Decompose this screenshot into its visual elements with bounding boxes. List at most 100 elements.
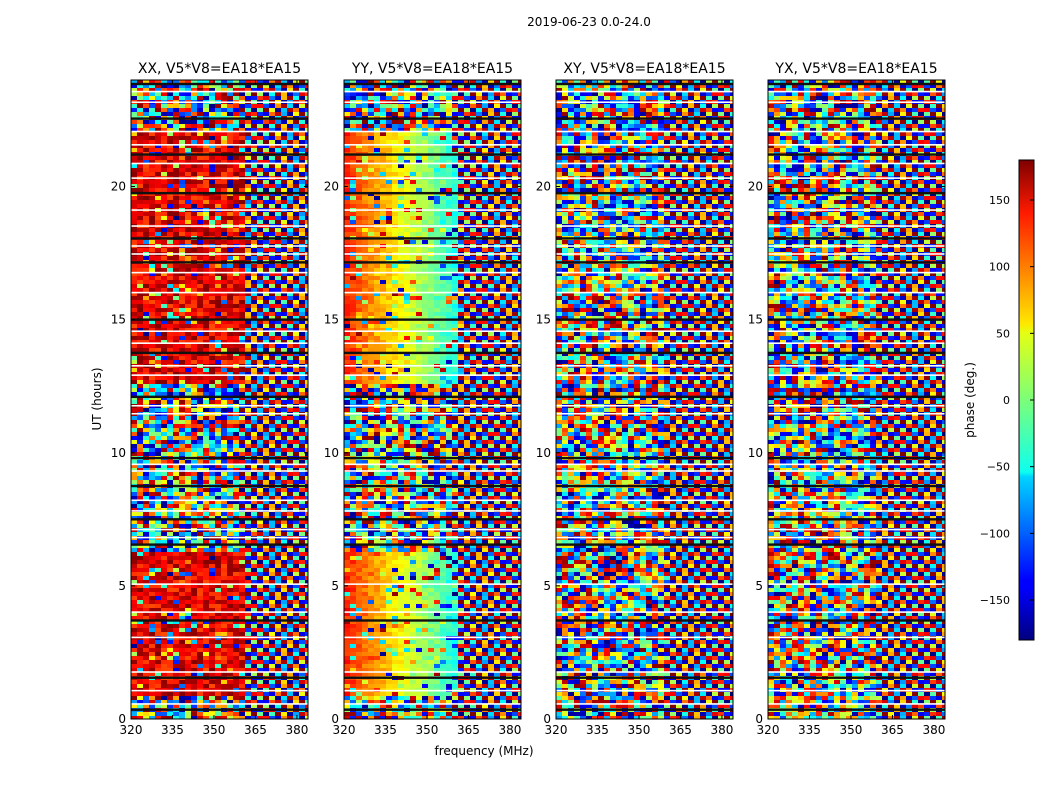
heatmap-cell — [275, 220, 281, 224]
heatmap-cell — [137, 248, 143, 252]
heatmap-cell — [209, 312, 215, 316]
heatmap-cell — [245, 124, 251, 128]
heatmap-cell — [221, 108, 227, 112]
heatmap-cell — [173, 448, 179, 452]
heatmap-cell — [281, 80, 287, 84]
heatmap-cell — [293, 104, 299, 108]
heatmap-cell — [197, 624, 203, 628]
heatmap-cell — [305, 556, 308, 560]
heatmap-cell — [155, 104, 161, 108]
heatmap-cell — [155, 228, 161, 232]
heatmap-cell — [155, 648, 161, 652]
heatmap-cell — [305, 632, 308, 636]
heatmap-cell — [143, 124, 149, 128]
heatmap-cell — [239, 436, 245, 440]
heatmap-cell — [221, 96, 227, 100]
heatmap-cell — [287, 492, 293, 496]
heatmap-cell — [305, 656, 308, 660]
heatmap-cell — [173, 308, 179, 312]
heatmap-cell — [257, 548, 263, 552]
heatmap-cell — [221, 88, 227, 92]
heatmap-cell — [173, 488, 179, 492]
heatmap-cell — [221, 304, 227, 308]
heatmap-cell — [299, 400, 305, 404]
heatmap-cell — [287, 444, 293, 448]
heatmap-cell — [155, 92, 161, 96]
heatmap-cell — [221, 276, 227, 280]
heatmap-cell — [293, 84, 299, 88]
heatmap-cell — [197, 132, 203, 136]
heatmap-cell — [293, 276, 299, 280]
heatmap-cell — [221, 476, 227, 480]
heatmap-cell — [227, 336, 233, 340]
heatmap-cell — [149, 640, 155, 644]
heatmap-cell — [203, 692, 209, 696]
heatmap-cell — [245, 280, 251, 284]
heatmap-cell — [299, 672, 305, 676]
heatmap-cell — [257, 120, 263, 124]
heatmap-cell — [161, 388, 167, 392]
heatmap-cell — [221, 524, 227, 528]
flagged-row — [131, 90, 308, 93]
heatmap-cell — [149, 672, 155, 676]
heatmap-cell — [281, 296, 287, 300]
heatmap-cell — [167, 620, 173, 624]
heatmap-cell — [191, 288, 197, 292]
heatmap-cell — [143, 512, 149, 516]
heatmap-cell — [239, 368, 245, 372]
heatmap-cell — [131, 392, 137, 396]
heatmap-cell — [215, 232, 221, 236]
heatmap-cell — [245, 608, 251, 612]
heatmap-cell — [299, 628, 305, 632]
heatmap-cell — [149, 524, 155, 528]
heatmap-cell — [131, 360, 137, 364]
heatmap-cell — [281, 516, 287, 520]
heatmap-cell — [257, 372, 263, 376]
heatmap-cell — [203, 264, 209, 268]
heatmap-cell — [203, 632, 209, 636]
heatmap-cell — [173, 468, 179, 472]
heatmap-cell — [137, 132, 143, 136]
heatmap-cell — [155, 440, 161, 444]
heatmap-cell — [161, 188, 167, 192]
heatmap-cell — [137, 272, 143, 276]
heatmap-cell — [143, 640, 149, 644]
heatmap-cell — [173, 684, 179, 688]
heatmap-cell — [185, 612, 191, 616]
heatmap-cell — [149, 660, 155, 664]
x-tick-label: 365 — [244, 723, 267, 737]
heatmap-cell — [203, 96, 209, 100]
heatmap-cell — [149, 384, 155, 388]
heatmap-cell — [281, 664, 287, 668]
heatmap-cell — [239, 644, 245, 648]
heatmap-cell — [131, 560, 137, 564]
heatmap-cell — [269, 376, 275, 380]
heatmap-cell — [149, 564, 155, 568]
heatmap-cell — [227, 544, 233, 548]
heatmap-cell — [257, 632, 263, 636]
heatmap-cell — [275, 616, 281, 620]
heatmap-cell — [191, 320, 197, 324]
heatmap-cell — [191, 104, 197, 108]
heatmap-cell — [251, 304, 257, 308]
heatmap-cell — [299, 448, 305, 452]
heatmap-cell — [167, 212, 173, 216]
heatmap-cell — [197, 504, 203, 508]
heatmap-cell — [227, 384, 233, 388]
heatmap-cell — [305, 344, 308, 348]
heatmap-cell — [131, 212, 137, 216]
heatmap-cell — [293, 144, 299, 148]
heatmap-cell — [257, 200, 263, 204]
heatmap-cell — [221, 132, 227, 136]
heatmap-cell — [221, 560, 227, 564]
heatmap-cell — [167, 568, 173, 572]
heatmap-cell — [281, 128, 287, 132]
heatmap-cell — [173, 604, 179, 608]
heatmap-cell — [287, 84, 293, 88]
heatmap-cell — [251, 420, 257, 424]
heatmap-cell — [191, 336, 197, 340]
heatmap-cell — [209, 452, 215, 456]
heatmap-cell — [143, 668, 149, 672]
heatmap-cell — [215, 460, 221, 464]
heatmap-cell — [185, 628, 191, 632]
